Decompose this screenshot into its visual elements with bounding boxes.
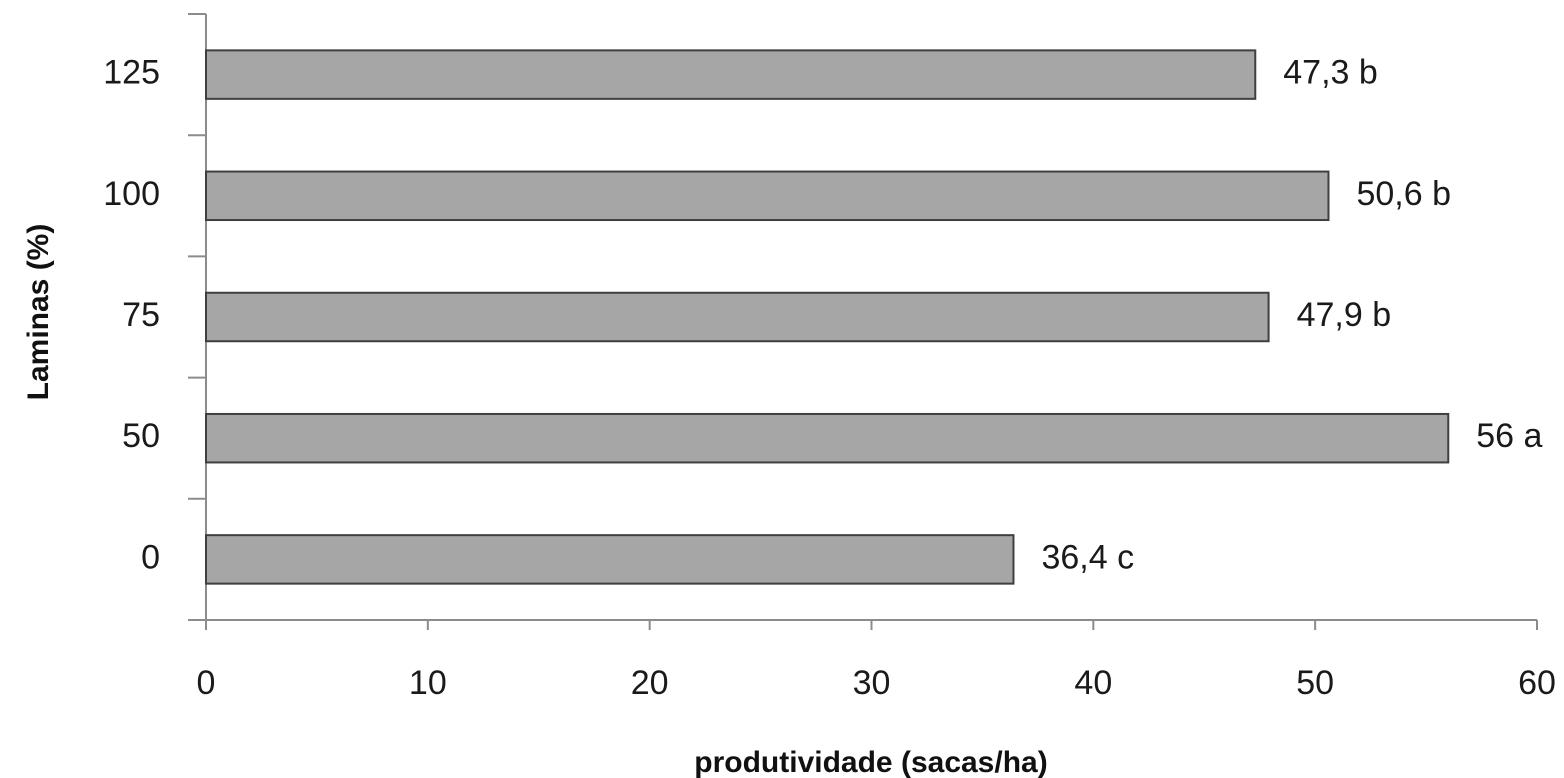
data-label-0: 36,4 c (1041, 538, 1134, 576)
bar-125 (205, 49, 1257, 100)
y-axis-ticks (188, 13, 206, 621)
bars (205, 49, 1450, 585)
bar-0 (205, 534, 1015, 585)
x-tick-label-50: 50 (1296, 664, 1334, 702)
data-label-50: 56 a (1476, 417, 1542, 455)
y-axis-title: Laminas (%) (22, 224, 55, 401)
x-tick-label-40: 40 (1074, 664, 1112, 702)
x-tick-label-0: 0 (197, 664, 216, 702)
y-tick-label-75: 75 (122, 296, 160, 334)
x-tick-label-60: 60 (1518, 664, 1556, 702)
data-labels: 36,4 c 56 a 47,9 b 50,6 b 47,3 b (1041, 54, 1542, 577)
x-axis-ticks (205, 620, 1538, 630)
x-axis-title: produtividade (sacas/ha) (694, 746, 1047, 778)
data-label-100: 50,6 b (1356, 175, 1451, 213)
y-tick-label-100: 100 (103, 175, 160, 213)
y-tick-label-125: 125 (103, 54, 160, 92)
y-tick-labels: 0 50 75 100 125 (103, 54, 160, 577)
bar-100 (205, 170, 1330, 222)
bar-75 (205, 291, 1270, 343)
y-tick-label-0: 0 (141, 538, 160, 576)
data-label-125: 47,3 b (1283, 54, 1378, 92)
data-label-75: 47,9 b (1297, 296, 1392, 334)
x-tick-label-20: 20 (631, 664, 669, 702)
x-tick-label-10: 10 (409, 664, 447, 702)
x-tick-label-30: 30 (853, 664, 891, 702)
x-tick-labels: 0 10 20 30 40 50 60 (197, 664, 1556, 702)
y-tick-label-50: 50 (122, 417, 160, 455)
bar-50 (205, 412, 1450, 464)
